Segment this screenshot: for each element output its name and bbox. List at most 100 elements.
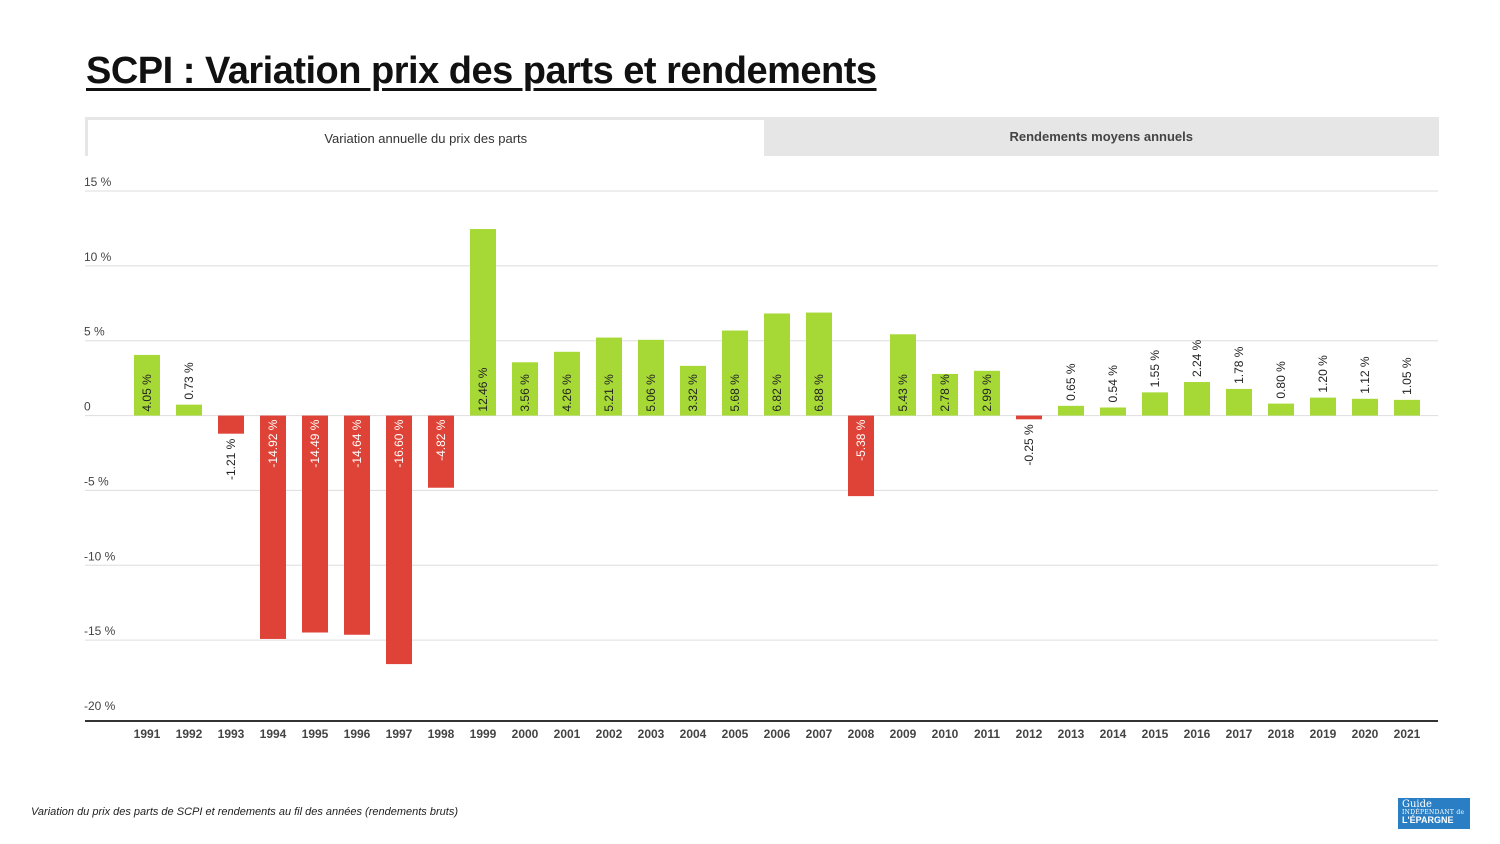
bar: [260, 415, 286, 639]
bar: [1100, 407, 1126, 416]
x-tick-label: 2015: [1142, 727, 1169, 741]
bar: [176, 404, 202, 416]
site-logo[interactable]: Guide INDÉPENDANT de L'ÉPARGNE: [1398, 798, 1470, 829]
bar: [848, 415, 874, 497]
data-label: 12.46 %: [476, 367, 490, 411]
y-tick-label: 10 %: [84, 250, 112, 264]
y-tick-label: 15 %: [84, 175, 112, 189]
bar: [554, 351, 580, 416]
bar: [1394, 399, 1420, 416]
bar: [932, 373, 958, 416]
data-label: 4.26 %: [560, 374, 574, 412]
bar: [470, 229, 496, 416]
data-label: 1.78 %: [1232, 346, 1246, 384]
data-label: -5.38 %: [854, 419, 868, 461]
data-label: 0.54 %: [1106, 365, 1120, 403]
x-tick-label: 1992: [176, 727, 203, 741]
data-label: -4.82 %: [434, 419, 448, 461]
x-tick-label: 1997: [386, 727, 413, 741]
x-tick-label: 2019: [1310, 727, 1337, 741]
chart-tabs: Variation annuelle du prix des parts Ren…: [85, 117, 1439, 156]
bar: [1058, 405, 1084, 416]
data-label: 1.20 %: [1316, 355, 1330, 393]
x-tick-label: 2007: [806, 727, 833, 741]
x-tick-label: 2020: [1352, 727, 1379, 741]
bar: [386, 415, 412, 665]
x-tick-label: 1998: [428, 727, 455, 741]
x-tick-label: 2006: [764, 727, 791, 741]
x-tick-label: 2013: [1058, 727, 1085, 741]
data-label: -1.21 %: [224, 438, 238, 480]
x-tick-label: 2011: [974, 727, 1000, 741]
x-tick-label: 2017: [1226, 727, 1253, 741]
bar: [1142, 392, 1168, 416]
x-tick-label: 2016: [1184, 727, 1211, 741]
data-label: 3.32 %: [686, 374, 700, 412]
bar: [764, 313, 790, 416]
y-tick-label: 0: [84, 400, 91, 414]
y-tick-label: 5 %: [84, 325, 105, 339]
bar: [428, 415, 454, 488]
y-tick-label: -15 %: [84, 624, 116, 638]
bar: [722, 330, 748, 416]
data-label: 6.88 %: [812, 374, 826, 412]
data-label: 0.80 %: [1274, 361, 1288, 399]
data-label: 6.82 %: [770, 374, 784, 412]
page-title: SCPI : Variation prix des parts et rende…: [86, 50, 877, 92]
bar: [1184, 382, 1210, 416]
bar: [302, 415, 328, 633]
bar-chart: 15 % 10 % 5 % 0 -5 % -10 % -15 % -20 % 1991 4.05 …: [84, 175, 1438, 741]
bar: [1352, 398, 1378, 416]
data-label: 0.65 %: [1064, 363, 1078, 401]
x-tick-label: 1994: [260, 727, 287, 741]
bar: [974, 370, 1000, 416]
data-label: 2.24 %: [1190, 339, 1204, 377]
x-tick-label: 2021: [1394, 727, 1421, 741]
bar: [1016, 415, 1042, 420]
data-label: -14.92 %: [266, 419, 280, 467]
data-label: -14.64 %: [350, 419, 364, 467]
data-label: 2.99 %: [980, 374, 994, 412]
tab-price-variation[interactable]: Variation annuelle du prix des parts: [85, 117, 764, 156]
bar: [512, 362, 538, 416]
data-label: 1.12 %: [1358, 356, 1372, 394]
x-tick-label: 2012: [1016, 727, 1043, 741]
bar: [890, 334, 916, 416]
y-tick-label: -20 %: [84, 699, 116, 713]
x-tick-label: 1999: [470, 727, 497, 741]
data-label: 1.05 %: [1400, 357, 1414, 395]
tab-average-yields[interactable]: Rendements moyens annuels: [1009, 129, 1194, 144]
y-tick-label: -5 %: [84, 474, 109, 488]
data-label: 5.06 %: [644, 374, 658, 412]
data-label: 5.43 %: [896, 374, 910, 412]
logo-line-3: L'ÉPARGNE: [1402, 815, 1454, 825]
bar: [638, 339, 664, 416]
x-tick-label: 2000: [512, 727, 539, 741]
data-label: 1.55 %: [1148, 350, 1162, 388]
bar: [806, 312, 832, 416]
y-tick-label: -10 %: [84, 549, 116, 563]
data-label: 3.56 %: [518, 374, 532, 412]
logo-line-1: Guide: [1402, 799, 1432, 810]
x-tick-label: 1996: [344, 727, 371, 741]
bar: [680, 365, 706, 416]
data-label: 0.73 %: [182, 362, 196, 400]
x-tick-label: 2010: [932, 727, 959, 741]
data-label: -16.60 %: [392, 419, 406, 467]
x-tick-label: 2009: [890, 727, 917, 741]
x-tick-label: 2001: [554, 727, 581, 741]
bar: [1226, 388, 1252, 416]
bar: [1268, 403, 1294, 416]
data-label: 5.21 %: [602, 374, 616, 412]
x-tick-label: 1995: [302, 727, 329, 741]
x-tick-label: 2003: [638, 727, 665, 741]
x-tick-label: 2005: [722, 727, 749, 741]
data-label: -14.49 %: [308, 419, 322, 467]
x-tick-label: 2008: [848, 727, 875, 741]
bar: [596, 337, 622, 416]
x-tick-label: 2002: [596, 727, 623, 741]
bar: [1310, 397, 1336, 416]
data-label: 5.68 %: [728, 374, 742, 412]
data-label: 4.05 %: [140, 374, 154, 412]
x-tick-label: 1993: [218, 727, 245, 741]
